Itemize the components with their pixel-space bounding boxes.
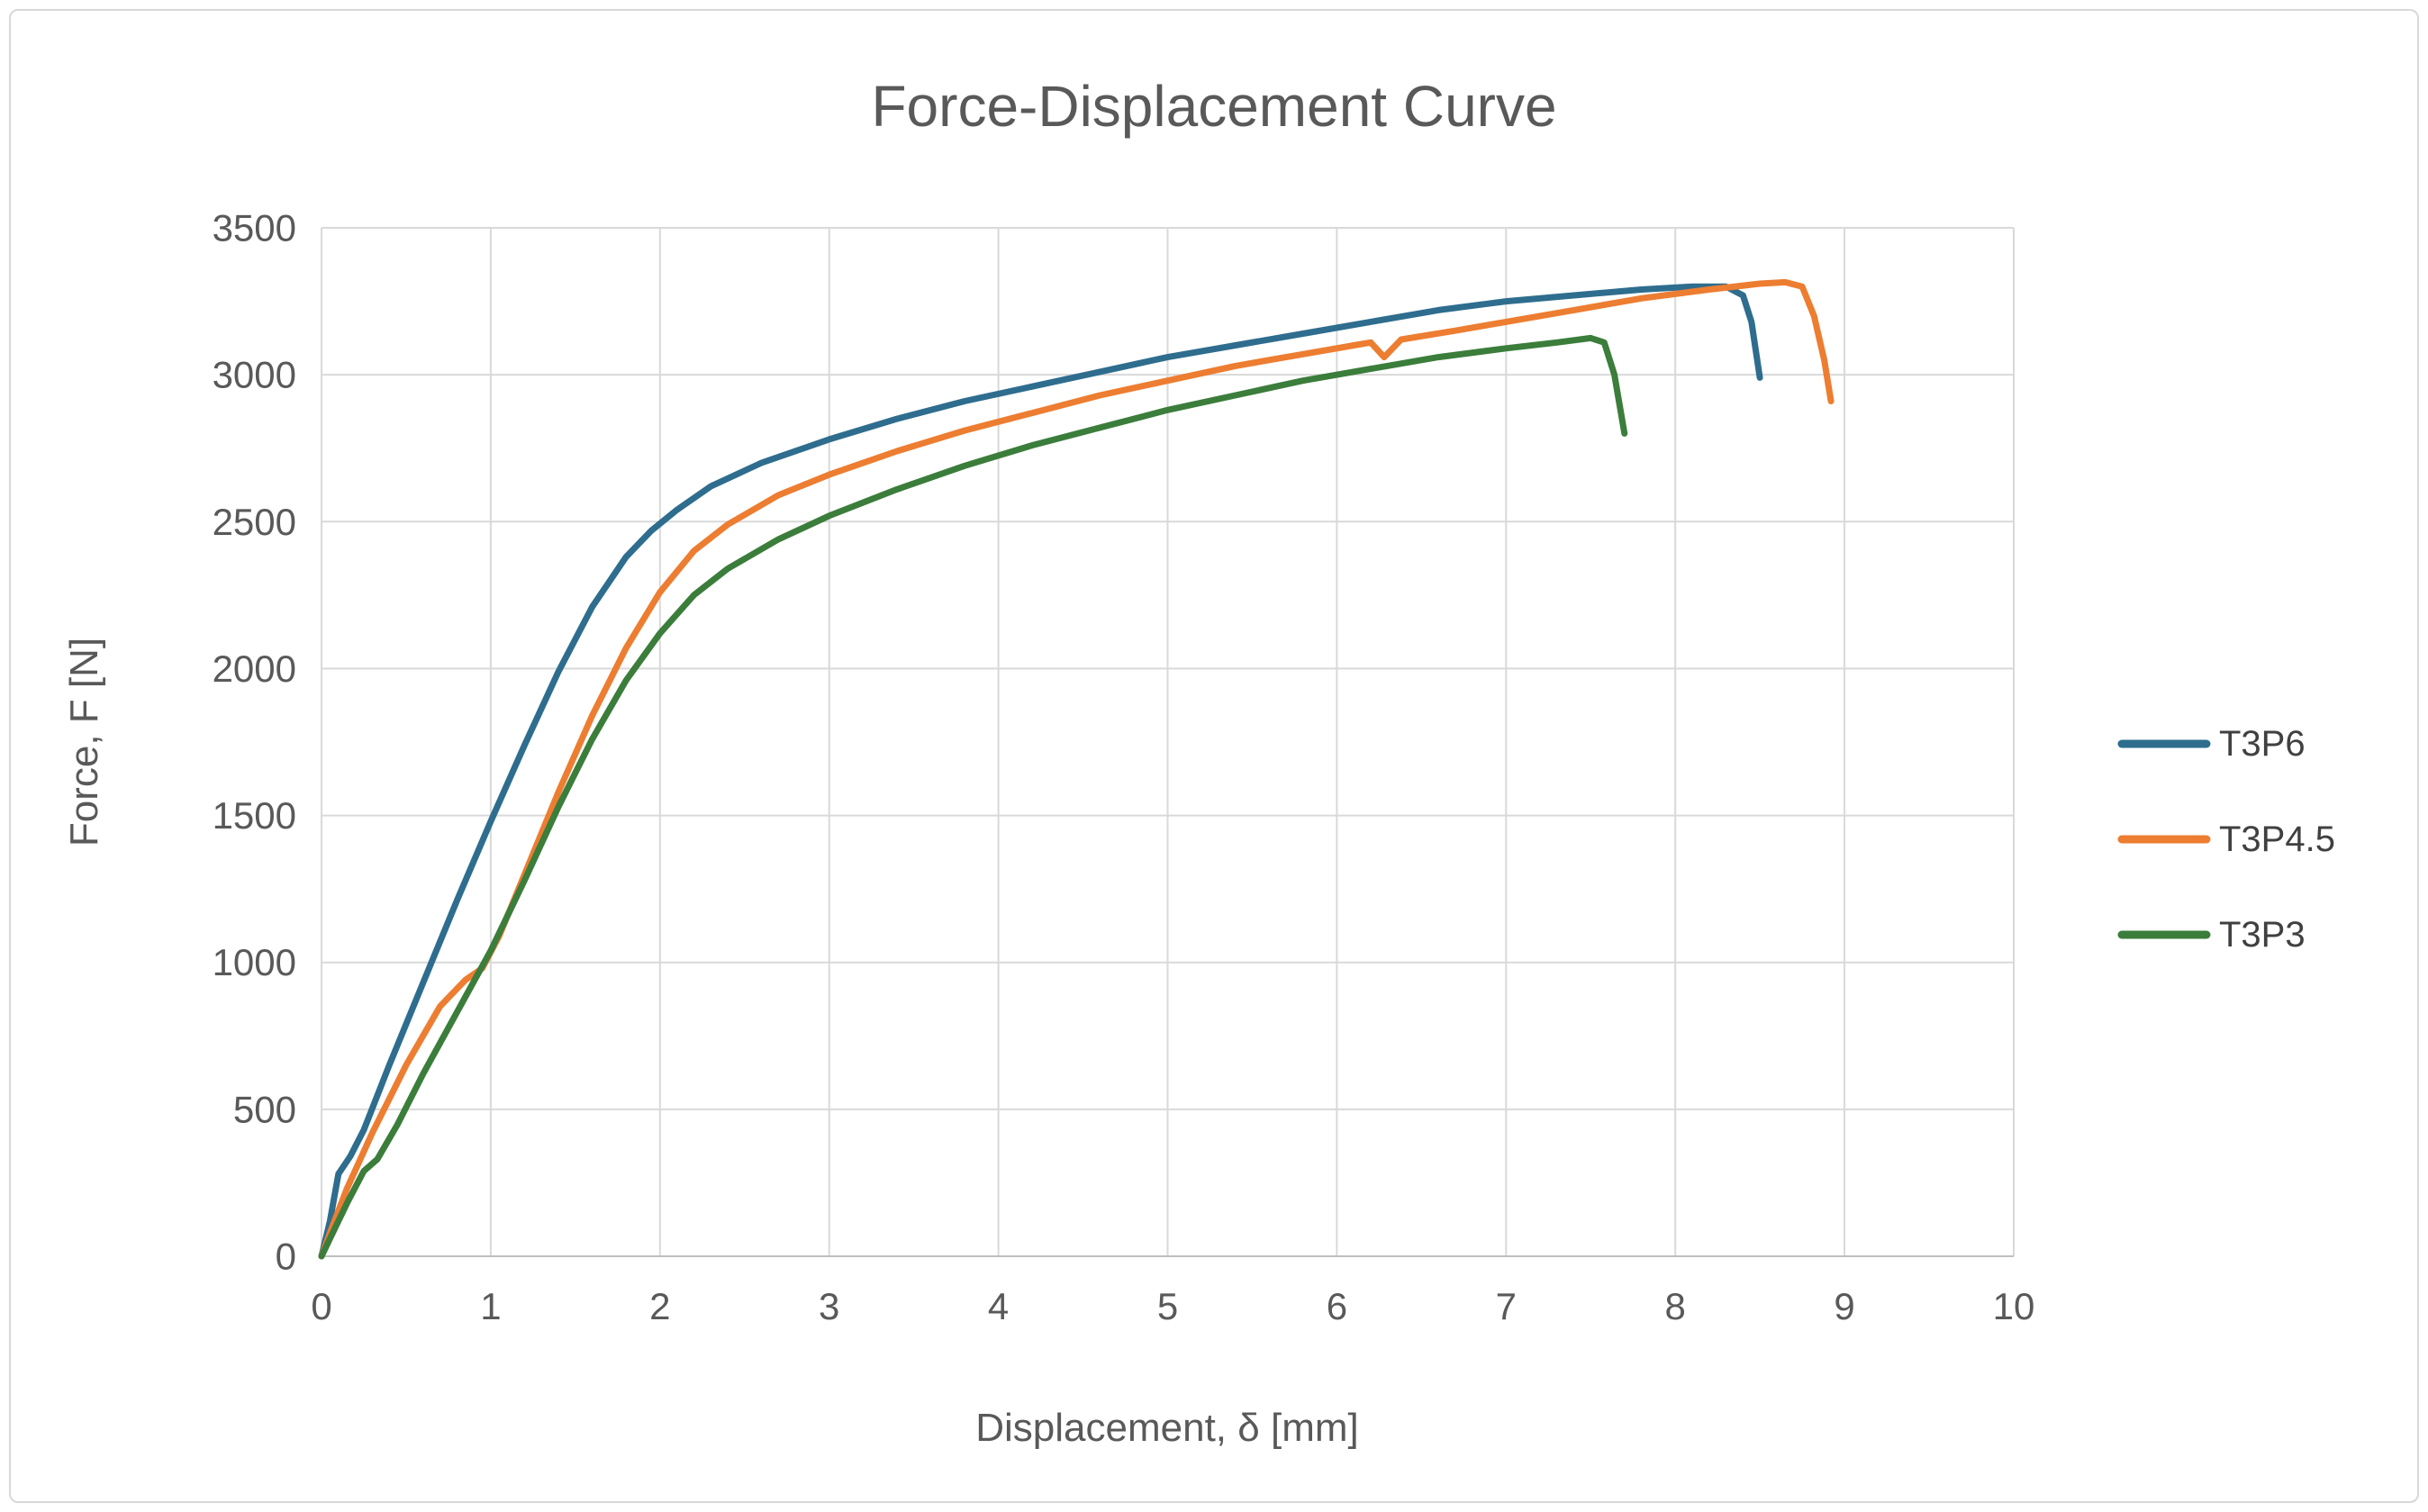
y-tick-label: 2000: [213, 647, 296, 690]
x-tick-label: 2: [649, 1285, 670, 1327]
y-axis-title: Force, F [N]: [62, 638, 106, 847]
legend-label-t3p3: T3P3: [2219, 915, 2306, 955]
x-tick-label: 1: [480, 1285, 501, 1327]
x-tick-label: 10: [1993, 1285, 2035, 1327]
legend: T3P6 T3P4.5 T3P3: [2117, 724, 2335, 955]
x-tick-label: 6: [1327, 1285, 1347, 1327]
y-tick-label: 3000: [213, 354, 296, 396]
tick-labels: 0 500 1000 1500 2000 2500 3000 3500 0 1 2 3 4 5 6 7 8 9 10: [213, 207, 2035, 1328]
x-tick-label: 7: [1496, 1285, 1517, 1327]
x-tick-label: 8: [1665, 1285, 1686, 1327]
series-curve-t3p45: [318, 278, 1835, 1260]
chart-title: Force-Displacement Curve: [871, 74, 1556, 139]
x-tick-label: 3: [819, 1285, 839, 1327]
y-tick-label: 1000: [213, 941, 296, 983]
x-tick-label: 9: [1834, 1285, 1854, 1327]
x-tick-label: 5: [1157, 1285, 1178, 1327]
y-tick-label: 2500: [213, 501, 296, 543]
legend-item-t3p3: T3P3: [2117, 915, 2306, 955]
x-tick-label: 4: [988, 1285, 1009, 1327]
data-series-curves: [318, 278, 1835, 1260]
legend-label-t3p6: T3P6: [2219, 724, 2306, 764]
series-curve-t3p6: [318, 283, 1763, 1260]
gridlines: [321, 227, 2015, 1257]
x-axis-title: Displacement, δ [mm]: [975, 1406, 1358, 1450]
legend-item-t3p45: T3P4.5: [2117, 819, 2335, 859]
y-tick-label: 1500: [213, 794, 296, 837]
legend-item-t3p6: T3P6: [2117, 724, 2306, 764]
legend-label-t3p45: T3P4.5: [2219, 819, 2335, 859]
y-tick-label: 3500: [213, 207, 296, 249]
y-tick-label: 500: [233, 1088, 296, 1130]
y-tick-label: 0: [276, 1236, 296, 1278]
x-tick-label: 0: [311, 1285, 331, 1327]
series-curve-t3p3: [318, 334, 1628, 1260]
